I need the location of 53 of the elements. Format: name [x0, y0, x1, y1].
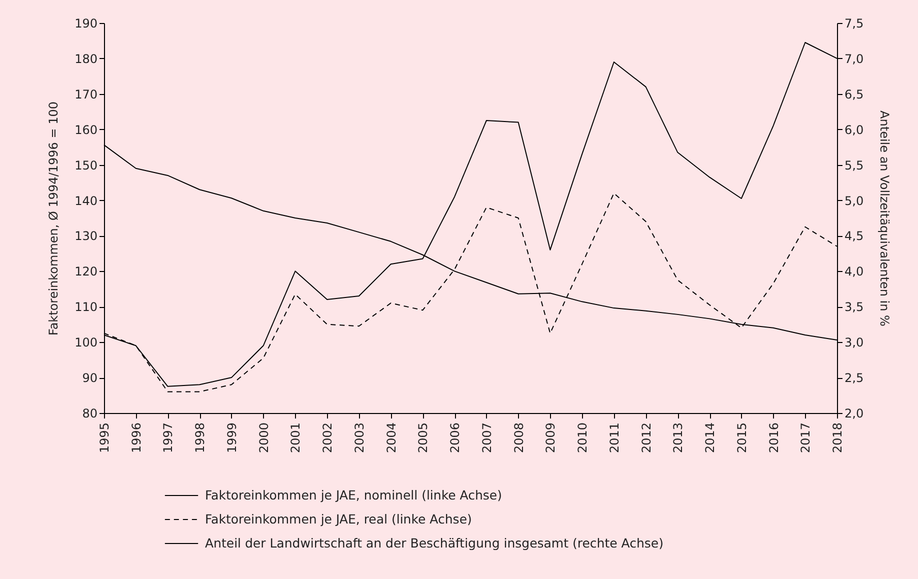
x-tick-label: 2005 — [416, 422, 430, 454]
x-tick-label: 2010 — [576, 422, 590, 454]
y2-axis-title: Anteile an Vollzeitäquivalenten in % — [878, 110, 892, 326]
y-tick-label: 150 — [74, 158, 98, 172]
y-tick-label: 120 — [74, 264, 98, 279]
x-tick-label: 2014 — [703, 422, 718, 454]
y-tick-label: 160 — [74, 122, 98, 137]
x-tick-label: 2007 — [480, 422, 494, 454]
x-tick-label: 2008 — [512, 422, 526, 454]
legend-label: Anteil der Landwirtschaft an der Beschäftigung insgesamt (rechte Achse) — [205, 536, 664, 550]
x-tick-label: 2001 — [288, 422, 303, 454]
x-tick-label: 2015 — [734, 422, 749, 454]
y-tick-label: 180 — [74, 52, 98, 66]
y-tick-label: 170 — [74, 87, 98, 102]
y2-tick-label: 2,0 — [844, 406, 864, 420]
y2-tick-label: 4,0 — [844, 264, 864, 279]
legend-label: Faktoreinkommen je JAE, real (linke Achse) — [205, 512, 472, 526]
y2-tick-label: 4,5 — [844, 229, 864, 244]
x-tick-label: 2017 — [798, 422, 813, 454]
x-tick-label: 2004 — [384, 422, 398, 454]
y-tick-label: 190 — [74, 16, 98, 30]
y-tick-label: 90 — [82, 371, 98, 386]
y2-tick-label: 7,5 — [844, 16, 864, 30]
y-tick-label: 110 — [74, 300, 98, 314]
legend-label: Faktoreinkommen je JAE, nominell (linke Achse) — [205, 488, 502, 502]
x-tick-label: 1997 — [161, 422, 176, 454]
y2-tick-label: 2,5 — [844, 371, 864, 386]
x-tick-label: 2012 — [639, 422, 654, 454]
y2-tick-label: 5,0 — [844, 194, 864, 208]
x-tick-label: 2002 — [320, 422, 335, 454]
x-tick-label: 2011 — [607, 422, 622, 454]
y-tick-label: 140 — [74, 194, 98, 208]
y-tick-label: 100 — [74, 336, 98, 350]
y2-tick-label: 5,5 — [844, 158, 864, 172]
y-tick-label: 80 — [82, 406, 98, 420]
y-tick-label: 130 — [74, 229, 98, 244]
x-tick-label: 1995 — [98, 422, 112, 454]
x-tick-label: 2000 — [256, 422, 271, 454]
y2-tick-label: 7,0 — [844, 52, 864, 66]
x-tick-label: 1999 — [224, 422, 239, 454]
x-tick-label: 2003 — [352, 422, 366, 454]
y2-tick-label: 6,0 — [844, 122, 864, 137]
x-tick-label: 1996 — [129, 422, 144, 454]
x-tick-label: 2016 — [766, 422, 781, 454]
y2-tick-label: 3,5 — [844, 300, 864, 314]
x-tick-label: 2009 — [544, 422, 558, 454]
y2-tick-label: 6,5 — [844, 87, 864, 102]
y-axis-title: Faktoreinkommen, Ø 1994/1996 = 100 — [46, 102, 61, 336]
y2-tick-label: 3,0 — [844, 336, 864, 350]
x-tick-label: 2006 — [448, 422, 462, 454]
x-tick-label: 2018 — [830, 422, 844, 454]
x-tick-label: 2013 — [671, 422, 686, 454]
x-tick-label: 1998 — [193, 422, 208, 454]
